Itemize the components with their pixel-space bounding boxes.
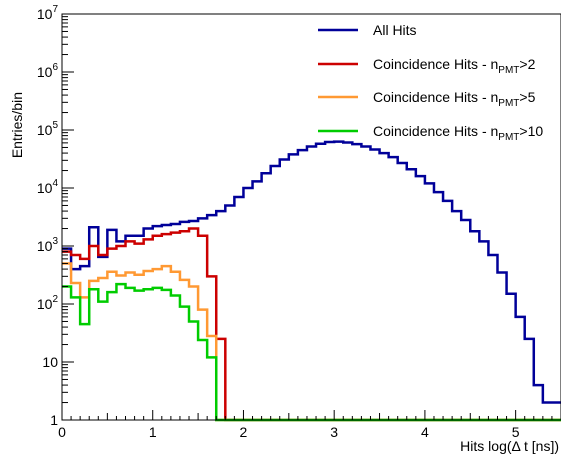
legend-entry-label: Coincidence Hits - nPMT>5 <box>373 89 536 109</box>
legend-entry-label: Coincidence Hits - nPMT>10 <box>373 123 543 143</box>
x-tick-label: 3 <box>330 424 338 440</box>
y-tick-label: 107 <box>37 4 59 22</box>
x-tick-label: 0 <box>58 424 66 440</box>
legend-entry-label: Coincidence Hits - nPMT>2 <box>373 56 536 76</box>
x-tick-label: 4 <box>421 424 429 440</box>
y-tick-label: 105 <box>37 120 59 138</box>
y-tick-label: 1 <box>50 412 58 428</box>
x-axis-label: Hits log(Δ t [ns]) <box>460 438 559 454</box>
x-tick-label: 1 <box>149 424 157 440</box>
y-tick-label: 102 <box>37 294 59 312</box>
series-line-1 <box>62 140 561 404</box>
x-tick-label: 5 <box>512 424 520 440</box>
y-tick-label: 10 <box>42 354 58 370</box>
y-tick-label: 104 <box>37 178 59 196</box>
legend-entry-label: All Hits <box>373 22 417 38</box>
legend: All Hits Coincidence Hits - nPMT>2 Coincid… <box>318 22 543 143</box>
x-tick-label: 2 <box>240 424 248 440</box>
plot-frame <box>61 13 561 421</box>
y-axis-label: Entries/bin <box>9 92 25 158</box>
y-tick-label: 103 <box>37 236 59 254</box>
y-tick-label: 106 <box>37 62 59 80</box>
